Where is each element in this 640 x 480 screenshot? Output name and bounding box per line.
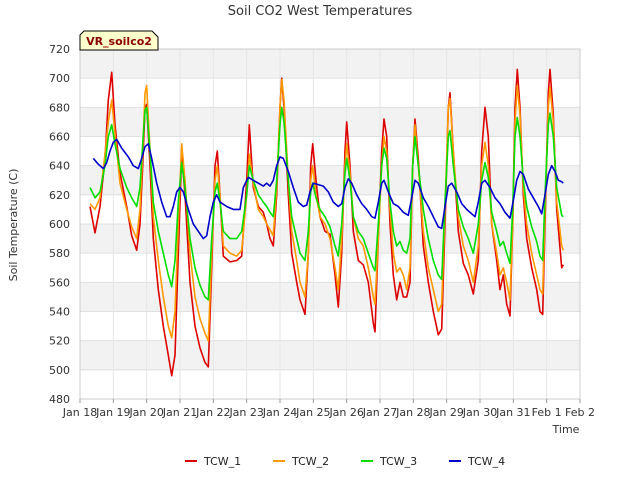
plot-band [80, 340, 580, 370]
x-axis-label: Time [552, 423, 580, 436]
series-line-tcw-1 [89, 68, 565, 377]
y-tick-label: 600 [49, 218, 70, 231]
site-label-badge: VR_soilco2 [79, 30, 159, 51]
y-tick-label: 640 [49, 160, 70, 173]
site-label-text: VR_soilco2 [86, 35, 152, 48]
series-lines [89, 68, 565, 377]
y-tick-label: 520 [49, 335, 70, 348]
x-tick-label: Jan 21 [162, 406, 197, 419]
x-tick-label: Jan 18 [62, 406, 97, 419]
plot-band [80, 78, 580, 108]
y-tick-label: 560 [49, 276, 70, 289]
series-line-tcw-2 [89, 78, 565, 342]
legend-item-tcw-3: TCW_3 [361, 455, 417, 468]
x-tick-label: Jan 26 [328, 406, 363, 419]
series-line-tcw-3 [89, 106, 564, 301]
y-tick-label: 620 [49, 189, 70, 202]
legend-label: TCW_1 [203, 455, 241, 468]
y-axis-ticks: 480 500 520 540 560 580 600 620 640 660 680 700 720 [49, 43, 70, 406]
x-tick-label: Jan 22 [195, 406, 230, 419]
plot-band [80, 107, 580, 137]
y-tick-label: 540 [49, 306, 70, 319]
x-tick-label: Jan 27 [362, 406, 397, 419]
series-line-tcw-4 [92, 138, 564, 240]
legend-label: TCW_4 [467, 455, 505, 468]
legend-item-tcw-2: TCW_2 [273, 455, 329, 468]
chart-title: Soil CO2 West Temperatures [228, 4, 413, 19]
legend-item-tcw-1: TCW_1 [185, 455, 241, 468]
plot-background-bands [80, 49, 580, 399]
plot-band [80, 165, 580, 195]
plot-frame [79, 48, 581, 400]
y-tick-label: 500 [49, 364, 70, 377]
legend-label: TCW_2 [291, 455, 329, 468]
x-tick-label: Jan 29 [428, 406, 463, 419]
x-tick-label: Jan 24 [262, 406, 297, 419]
x-tick-label: Jan 28 [395, 406, 430, 419]
y-axis-label: Soil Temperature (C) [7, 169, 20, 282]
y-tick-label: 680 [49, 101, 70, 114]
x-tick-label: Feb 1 [532, 406, 562, 419]
y-tick-label: 700 [49, 72, 70, 85]
x-tick-label: Jan 19 [95, 406, 130, 419]
legend-item-tcw-4: TCW_4 [449, 455, 505, 468]
plot-band [80, 136, 580, 166]
x-tick-label: Jan 25 [295, 406, 330, 419]
x-tick-label: Feb 2 [565, 406, 595, 419]
site-label-box [79, 30, 159, 51]
x-tick-label: Jan 23 [228, 406, 263, 419]
legend: TCW_1 TCW_2 TCW_3 TCW_4 [185, 455, 505, 468]
x-tick-label: Jan 31 [495, 406, 530, 419]
plot-band [80, 369, 580, 399]
x-tick-label: Jan 20 [128, 406, 163, 419]
plot-band [80, 49, 580, 79]
y-tick-label: 480 [49, 393, 70, 406]
y-tick-label: 660 [49, 131, 70, 144]
y-tick-label: 720 [49, 43, 70, 56]
x-tick-label: Jan 30 [462, 406, 497, 419]
plot-band [80, 311, 580, 341]
legend-label: TCW_3 [379, 455, 417, 468]
y-tick-label: 580 [49, 247, 70, 260]
